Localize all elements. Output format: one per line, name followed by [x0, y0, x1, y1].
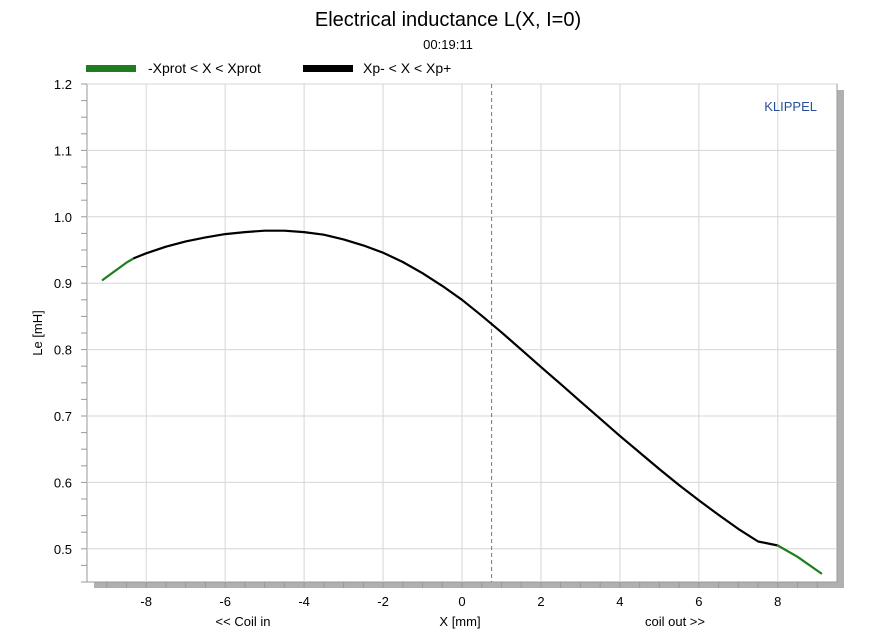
- legend-label-xprot: -Xprot < X < Xprot: [148, 60, 261, 76]
- x-tick-label: 2: [537, 594, 544, 609]
- y-tick-label: 1.0: [54, 210, 72, 225]
- x-tick-label: -6: [219, 594, 231, 609]
- series-line-1: [133, 229, 779, 547]
- x-axis-label-coil-in: << Coil in: [216, 614, 271, 629]
- x-tick-labels: -8 -6 -4 -2 0 2 4 6 8: [140, 594, 781, 609]
- minor-ticks: [81, 83, 818, 588]
- x-tick-label: 0: [458, 594, 465, 609]
- x-tick-label: -2: [377, 594, 389, 609]
- legend-swatch-black: [303, 65, 353, 72]
- y-tick-labels: 0.5 0.6 0.7 0.8 0.9 1.0 1.1 1.2: [54, 77, 72, 557]
- y-tick-label: 0.5: [54, 542, 72, 557]
- y-tick-label: 1.2: [54, 77, 72, 92]
- y-tick-label: 0.8: [54, 343, 72, 358]
- y-tick-label: 0.9: [54, 276, 72, 291]
- y-tick-label: 0.7: [54, 409, 72, 424]
- y-tick-label: 0.6: [54, 475, 72, 490]
- chart-subtitle: 00:19:11: [423, 37, 473, 52]
- grid: [87, 83, 837, 582]
- series-line-0: [101, 256, 136, 281]
- x-tick-label: 8: [774, 594, 781, 609]
- x-tick-label: -4: [298, 594, 310, 609]
- x-axis-label-coil-out: coil out >>: [645, 614, 705, 629]
- legend: -Xprot < X < Xprot Xp- < X < Xp+: [86, 60, 451, 76]
- series-line-2: [776, 544, 823, 575]
- y-tick-label: 1.1: [54, 143, 72, 158]
- x-axis-label: X [mm]: [439, 614, 480, 629]
- x-tick-label: 6: [695, 594, 702, 609]
- legend-swatch-green: [86, 65, 136, 72]
- chart-title: Electrical inductance L(X, I=0): [315, 9, 581, 31]
- y-axis-label: Le [mH]: [30, 310, 45, 356]
- x-tick-label: 4: [616, 594, 623, 609]
- legend-label-xp: Xp- < X < Xp+: [363, 60, 451, 76]
- x-tick-label: -8: [140, 594, 152, 609]
- klippel-brand: KLIPPEL: [764, 99, 817, 114]
- series-lines: [101, 229, 823, 575]
